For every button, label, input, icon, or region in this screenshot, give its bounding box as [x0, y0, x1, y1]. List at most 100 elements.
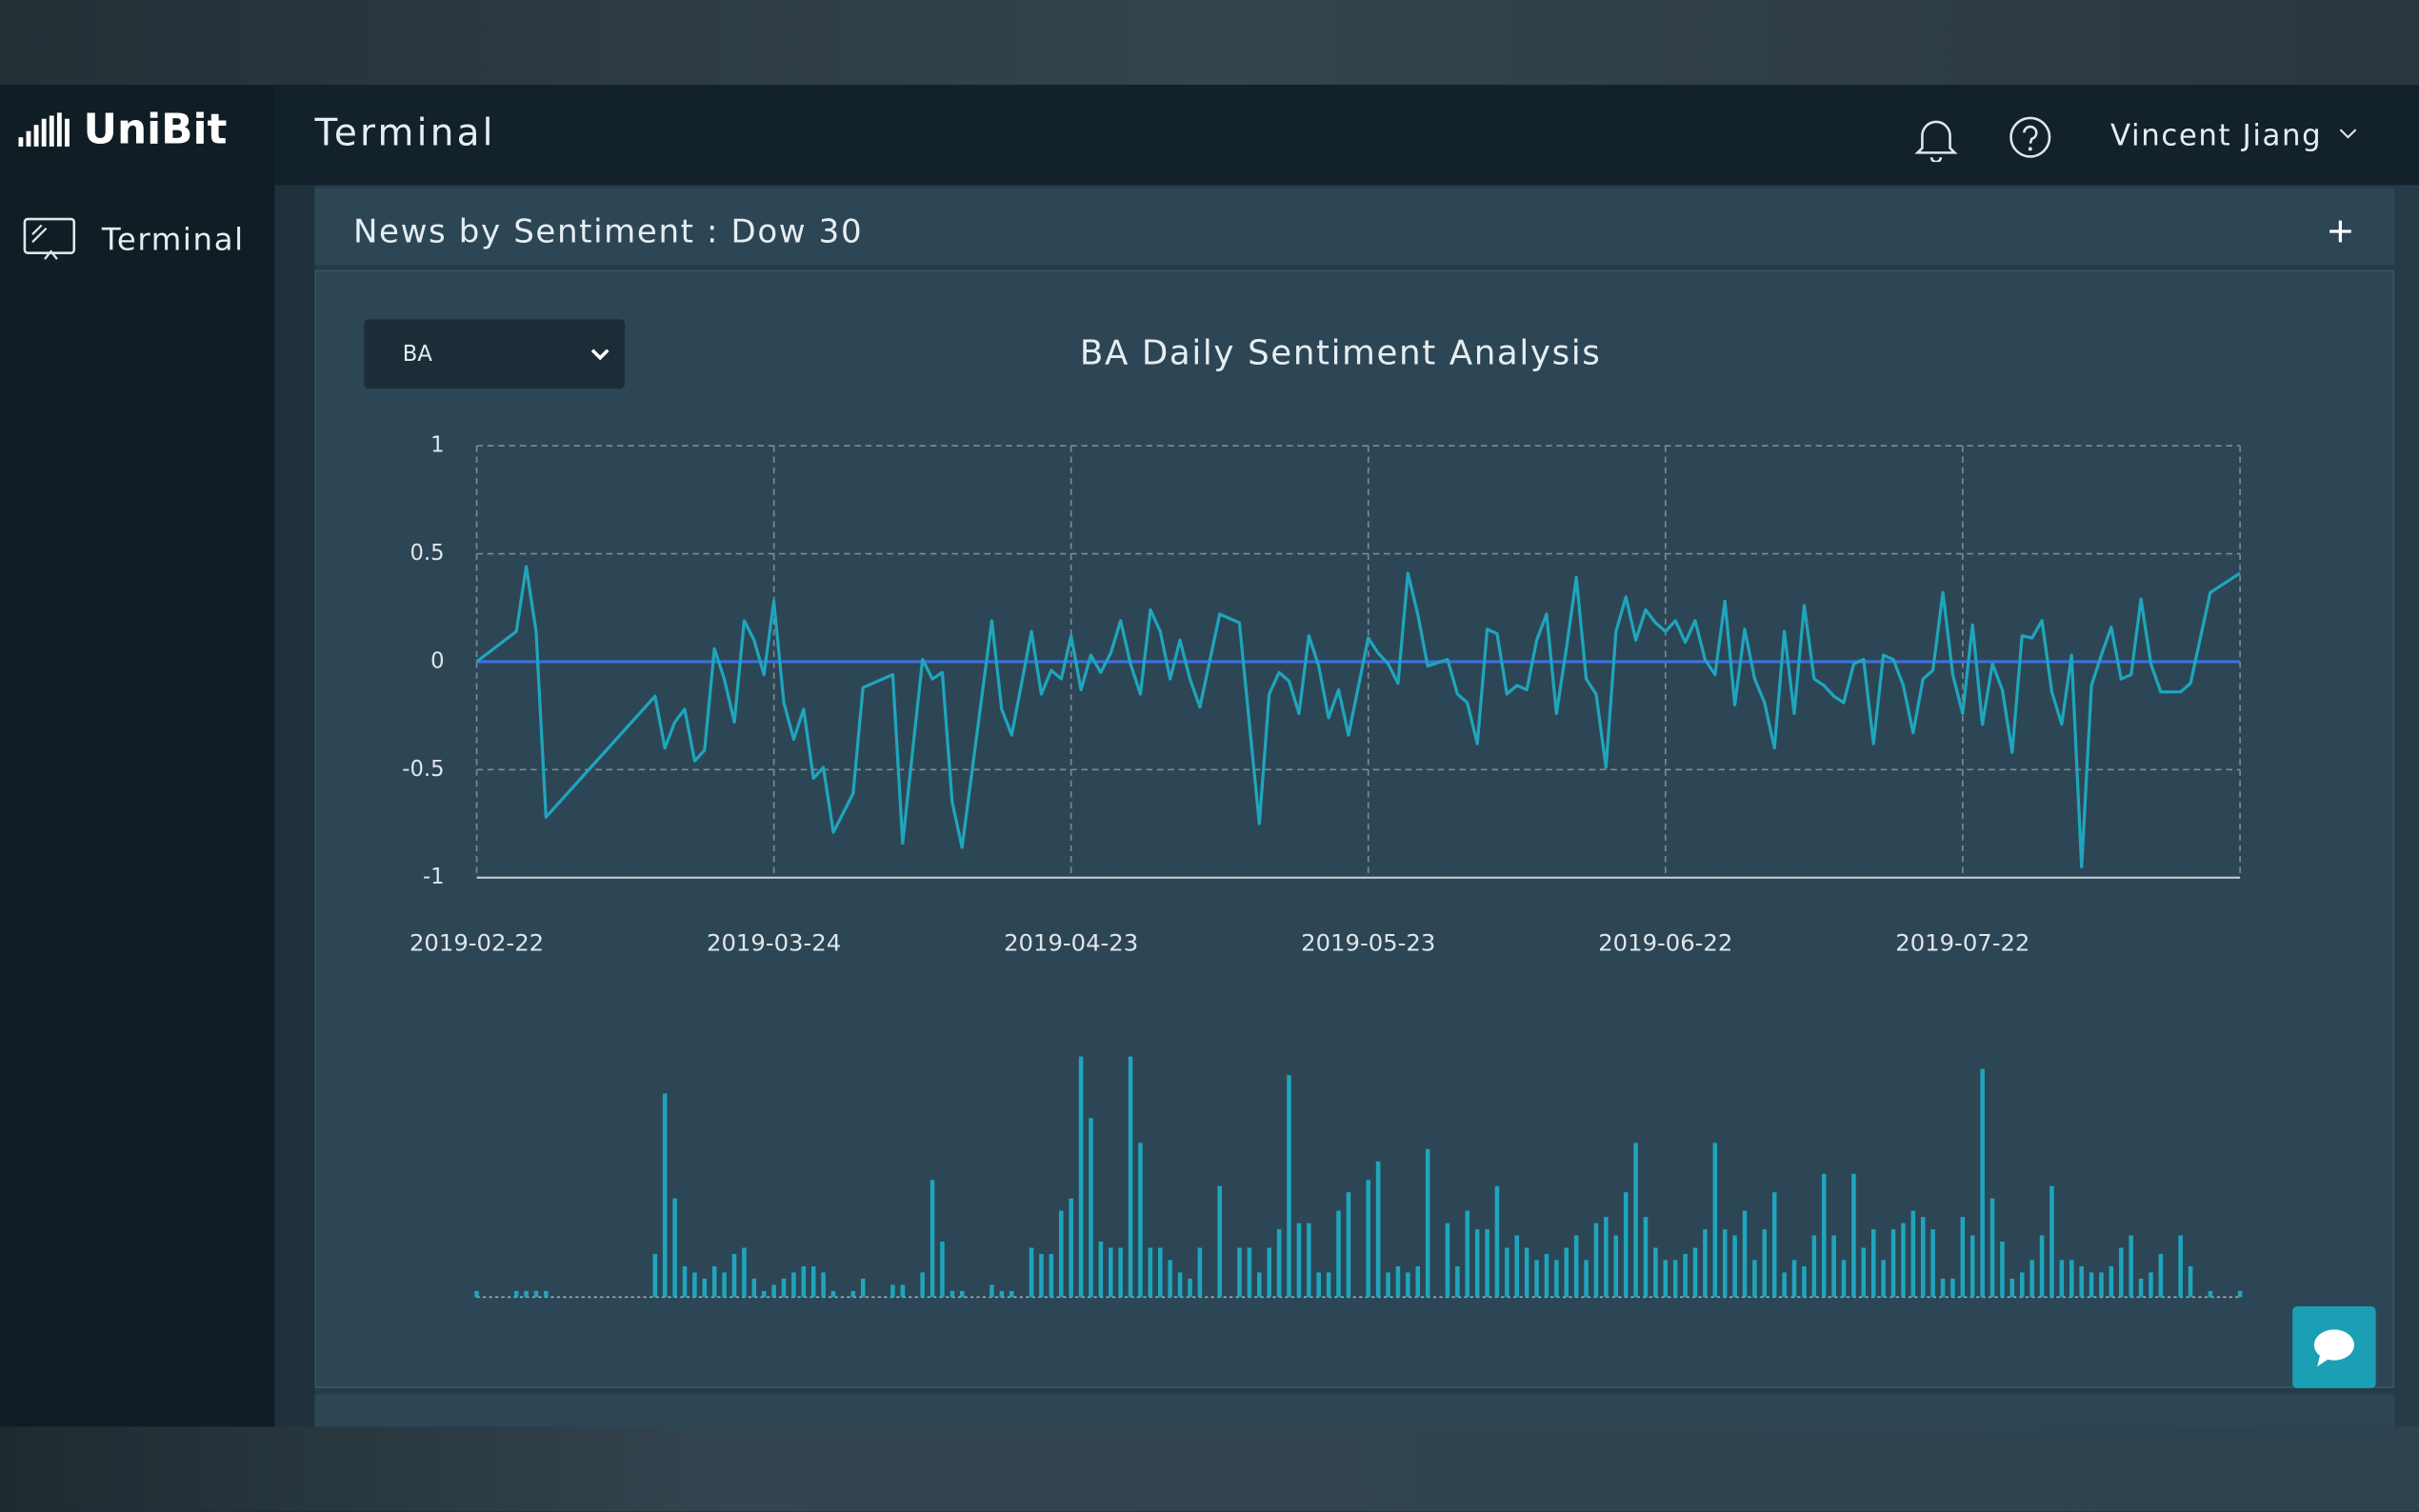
volume-bar — [1643, 1217, 1649, 1298]
volume-bar — [1613, 1235, 1619, 1298]
volume-bar — [692, 1272, 697, 1298]
volume-bar — [711, 1265, 717, 1298]
volume-bar — [1039, 1253, 1044, 1298]
volume-bar — [1989, 1198, 1995, 1298]
volume-bar — [2119, 1247, 2124, 1298]
volume-bar — [742, 1247, 747, 1298]
volume-bar — [1336, 1210, 1341, 1298]
y-tick-label: 1 — [430, 433, 444, 458]
y-tick-label: 0 — [430, 648, 444, 673]
volume-bar — [1604, 1217, 1609, 1298]
nav-item[interactable]: Terminal — [101, 220, 245, 258]
volume-bar — [2059, 1260, 2065, 1298]
volume-bar — [544, 1290, 549, 1298]
volume-bar — [1445, 1223, 1450, 1298]
sentiment-line — [475, 565, 2241, 869]
volume-bar — [652, 1253, 658, 1298]
volume-bar — [791, 1272, 796, 1298]
volume-bar — [900, 1284, 906, 1298]
volume-bar — [722, 1272, 727, 1298]
volume-bar — [1138, 1143, 1143, 1298]
x-tick-label: 2019-03-24 — [707, 928, 841, 956]
volume-bar — [930, 1180, 935, 1298]
volume-bar — [940, 1242, 945, 1298]
volume-bar — [1722, 1229, 1728, 1298]
volume-bar — [830, 1290, 836, 1298]
volume-bar — [1920, 1217, 1926, 1298]
user-menu[interactable]: Vincent Jiang — [2110, 118, 2323, 153]
volume-bar — [1683, 1253, 1688, 1298]
volume-bar — [950, 1290, 955, 1298]
volume-bar — [1109, 1247, 1113, 1298]
volume-bar — [2089, 1272, 2094, 1298]
bell-icon[interactable] — [1913, 115, 1960, 163]
volume-bar — [2188, 1265, 2193, 1298]
volume-bar — [2149, 1272, 2153, 1298]
volume-bar — [1307, 1223, 1311, 1298]
volume-bar — [1841, 1260, 1847, 1298]
volume-bar — [1703, 1229, 1708, 1298]
volume-bar — [1188, 1278, 1192, 1298]
volume-bar — [1326, 1272, 1331, 1298]
volume-bar — [1346, 1192, 1351, 1298]
volume-bar — [1098, 1242, 1104, 1298]
volume-bar — [771, 1284, 776, 1298]
volume-bar — [2208, 1290, 2213, 1298]
ticker-select[interactable]: BA — [364, 319, 626, 389]
volume-bar — [860, 1278, 866, 1298]
volume-bar — [1742, 1210, 1748, 1298]
chart-title: BA Daily Sentiment Analysis — [1080, 334, 1602, 373]
volume-bar — [1692, 1247, 1698, 1298]
volume-bar — [1633, 1143, 1638, 1298]
volume-bar — [1802, 1265, 1807, 1298]
volume-bar — [513, 1290, 519, 1298]
volume-bar — [2109, 1265, 2114, 1298]
volume-bar — [682, 1265, 688, 1298]
volume-bar — [1910, 1210, 1916, 1298]
select-caret — [590, 348, 610, 361]
volume-bar — [1425, 1148, 1430, 1298]
volume-bar — [1148, 1247, 1153, 1298]
volume-bar — [1395, 1265, 1401, 1298]
volume-bar — [1069, 1198, 1073, 1298]
volume-bar — [1128, 1056, 1133, 1298]
x-tick-label: 2019-06-22 — [1598, 928, 1732, 956]
volume-bar — [672, 1198, 677, 1298]
volume-bar — [1821, 1173, 1827, 1298]
panel-header: News by Sentiment : Dow 30 — [314, 188, 2395, 266]
terminal-icon — [23, 217, 76, 260]
volume-bar — [524, 1290, 529, 1298]
x-tick-label: 2019-05-23 — [1301, 928, 1435, 956]
volume-bar — [1870, 1229, 1876, 1298]
volume-bar — [1514, 1235, 1520, 1298]
volume-bar — [1197, 1247, 1203, 1298]
volume-bar — [1465, 1210, 1470, 1298]
bottom-band — [0, 1426, 2419, 1512]
volume-bar — [1237, 1247, 1242, 1298]
volume-bar — [1058, 1210, 1064, 1298]
volume-bar — [1811, 1235, 1817, 1298]
volume-bar — [999, 1290, 1005, 1298]
volume-bar — [1782, 1272, 1787, 1298]
volume-bar — [2178, 1235, 2183, 1298]
volume-bar — [1732, 1235, 1737, 1298]
ticker-value: BA — [402, 342, 432, 368]
x-tick-label: 2019-04-23 — [1004, 928, 1138, 956]
volume-bar — [959, 1290, 965, 1298]
volume-bar — [2069, 1260, 2074, 1298]
volume-bar — [1930, 1229, 1935, 1298]
volume-bar — [1217, 1185, 1222, 1298]
volume-bar — [801, 1265, 807, 1298]
volume-bar — [662, 1093, 668, 1298]
y-tick-label: -0.5 — [402, 757, 444, 782]
volume-bar — [2138, 1278, 2144, 1298]
volume-bar — [1881, 1260, 1886, 1298]
expand-button[interactable] — [2327, 217, 2354, 245]
volume-bar — [2009, 1278, 2015, 1298]
help-icon[interactable] — [2009, 115, 2055, 162]
volume-bar — [1573, 1235, 1579, 1298]
volume-bar — [1762, 1229, 1768, 1298]
chat-button[interactable] — [2292, 1306, 2376, 1388]
